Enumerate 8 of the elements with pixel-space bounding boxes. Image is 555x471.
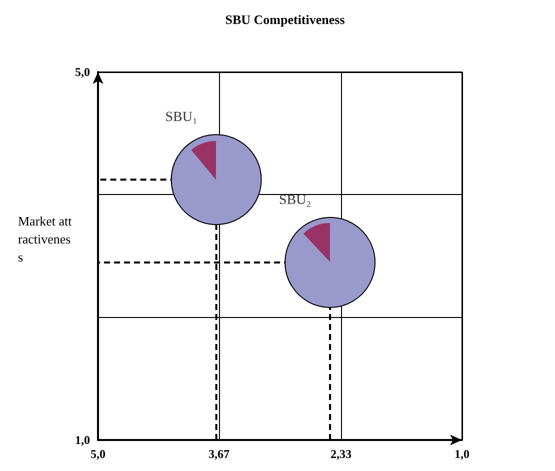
x-tick-label: 5,0 (90, 447, 106, 461)
y-axis-title: Market attractiveness (18, 214, 72, 264)
x-tick-label: 3,67 (208, 447, 230, 461)
chart-title: SBU Competitiveness (225, 12, 345, 27)
x-tick-label: 2,33 (330, 447, 352, 461)
annotation: SBU₂ (278, 192, 312, 208)
annotation: SBU₁ (165, 110, 198, 126)
x-tick-label: 1,0 (454, 447, 470, 461)
